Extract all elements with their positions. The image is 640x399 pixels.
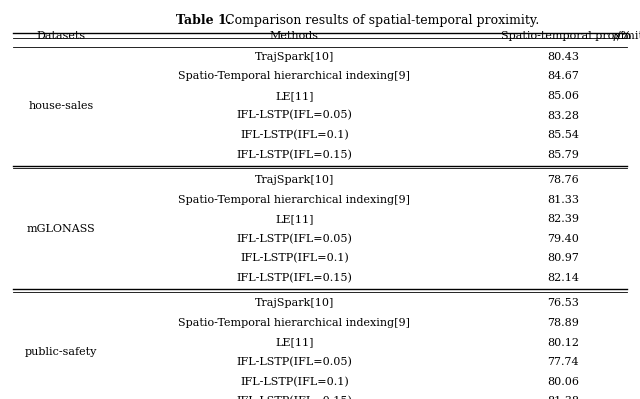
Text: TrajSpark[10]: TrajSpark[10]: [255, 52, 334, 62]
Text: IFL-LSTP(IFL=0.15): IFL-LSTP(IFL=0.15): [236, 396, 353, 399]
Text: 77.74: 77.74: [547, 357, 579, 367]
Text: 85.54: 85.54: [547, 130, 579, 140]
Text: 84.67: 84.67: [547, 71, 579, 81]
Text: 82.39: 82.39: [547, 214, 579, 224]
Text: 85.06: 85.06: [547, 91, 579, 101]
Text: 80.97: 80.97: [547, 253, 579, 263]
Text: IFL-LSTP(IFL=0.1): IFL-LSTP(IFL=0.1): [240, 130, 349, 140]
Text: IFL-LSTP(IFL=0.15): IFL-LSTP(IFL=0.15): [236, 150, 353, 160]
Text: 82.14: 82.14: [547, 273, 579, 283]
Text: Spatio-Temporal hierarchical indexing[9]: Spatio-Temporal hierarchical indexing[9]: [179, 195, 410, 205]
Text: Table 1.: Table 1.: [176, 14, 231, 27]
Text: LE[11]: LE[11]: [275, 91, 314, 101]
Text: IFL-LSTP(IFL=0.1): IFL-LSTP(IFL=0.1): [240, 377, 349, 387]
Text: 83.28: 83.28: [547, 111, 579, 120]
Text: IFL-LSTP(IFL=0.1): IFL-LSTP(IFL=0.1): [240, 253, 349, 263]
Text: Spatio-Temporal hierarchical indexing[9]: Spatio-Temporal hierarchical indexing[9]: [179, 71, 410, 81]
Text: Datasets: Datasets: [36, 31, 85, 41]
Text: 78.76: 78.76: [547, 175, 579, 185]
Text: Spatio-Temporal hierarchical indexing[9]: Spatio-Temporal hierarchical indexing[9]: [179, 318, 410, 328]
Text: 80.43: 80.43: [547, 52, 579, 62]
Text: public-safety: public-safety: [24, 347, 97, 358]
Text: LE[11]: LE[11]: [275, 338, 314, 348]
Text: IFL-LSTP(IFL=0.05): IFL-LSTP(IFL=0.05): [236, 111, 353, 120]
Text: 78.89: 78.89: [547, 318, 579, 328]
Text: 81.33: 81.33: [547, 195, 579, 205]
Text: TrajSpark[10]: TrajSpark[10]: [255, 298, 334, 308]
Text: 76.53: 76.53: [547, 298, 579, 308]
Text: /%: /%: [617, 31, 632, 41]
Text: IFL-LSTP(IFL=0.15): IFL-LSTP(IFL=0.15): [236, 273, 353, 283]
Text: house-sales: house-sales: [28, 101, 93, 111]
Text: p: p: [612, 31, 620, 41]
Text: 79.40: 79.40: [547, 234, 579, 244]
Text: Methods: Methods: [270, 31, 319, 41]
Text: 80.06: 80.06: [547, 377, 579, 387]
Text: LE[11]: LE[11]: [275, 214, 314, 224]
Text: IFL-LSTP(IFL=0.05): IFL-LSTP(IFL=0.05): [236, 234, 353, 244]
Text: 85.79: 85.79: [547, 150, 579, 160]
Text: 81.38: 81.38: [547, 396, 579, 399]
Text: mGLONASS: mGLONASS: [26, 224, 95, 234]
Text: TrajSpark[10]: TrajSpark[10]: [255, 175, 334, 185]
Text: 80.12: 80.12: [547, 338, 579, 348]
Text: Spatio-temporal proximity: Spatio-temporal proximity: [500, 31, 640, 41]
Text: IFL-LSTP(IFL=0.05): IFL-LSTP(IFL=0.05): [236, 357, 353, 367]
Text: Comparison results of spatial-temporal proximity.: Comparison results of spatial-temporal p…: [221, 14, 540, 27]
Text: Table 1. Comparison results of spatial-temporal proximity.: Table 1. Comparison results of spatial-t…: [136, 14, 504, 27]
